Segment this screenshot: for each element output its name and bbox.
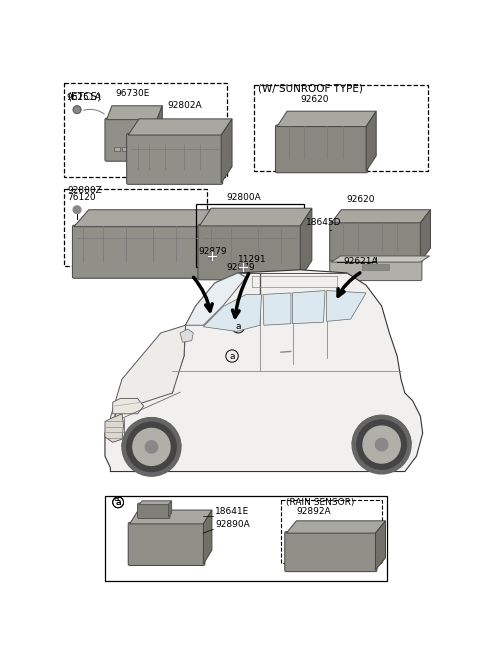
Circle shape	[239, 263, 247, 271]
Text: (RAIN SENSOR): (RAIN SENSOR)	[286, 497, 355, 507]
Text: 96730E: 96730E	[116, 89, 150, 98]
Bar	[130, 147, 136, 151]
Text: 92620: 92620	[347, 195, 375, 204]
Text: 92879: 92879	[227, 263, 255, 272]
Bar	[122, 147, 128, 151]
Polygon shape	[331, 210, 431, 223]
Text: 96251A: 96251A	[66, 93, 101, 102]
Polygon shape	[375, 521, 385, 570]
Polygon shape	[130, 510, 212, 524]
Text: 11291: 11291	[238, 255, 267, 264]
Circle shape	[73, 206, 81, 214]
Polygon shape	[286, 521, 385, 533]
Bar	[105, 496, 387, 581]
Text: 92892A: 92892A	[296, 507, 331, 516]
Polygon shape	[139, 501, 172, 505]
Circle shape	[127, 422, 176, 472]
Text: 92802A: 92802A	[167, 101, 202, 110]
Polygon shape	[366, 111, 376, 171]
Polygon shape	[221, 119, 232, 183]
Polygon shape	[200, 208, 312, 226]
Text: a: a	[115, 498, 121, 507]
Bar	[196, 204, 304, 267]
Polygon shape	[157, 106, 162, 160]
Text: (ETCS): (ETCS)	[67, 91, 101, 101]
FancyBboxPatch shape	[127, 133, 223, 185]
Circle shape	[133, 428, 170, 465]
Polygon shape	[168, 501, 172, 517]
Bar	[362, 263, 389, 270]
FancyBboxPatch shape	[198, 225, 302, 280]
Polygon shape	[186, 273, 246, 325]
Text: a: a	[229, 351, 235, 361]
Text: 92620: 92620	[300, 95, 329, 104]
FancyBboxPatch shape	[285, 532, 377, 572]
Circle shape	[208, 252, 216, 260]
Polygon shape	[263, 293, 291, 325]
Polygon shape	[110, 325, 186, 437]
Polygon shape	[180, 329, 193, 342]
FancyBboxPatch shape	[330, 221, 422, 263]
Polygon shape	[300, 208, 312, 279]
Circle shape	[375, 438, 388, 451]
Text: 18645D: 18645D	[306, 218, 342, 227]
Text: a: a	[236, 323, 241, 331]
FancyBboxPatch shape	[128, 522, 205, 566]
Bar	[114, 147, 120, 151]
Text: 92621A: 92621A	[343, 257, 377, 265]
Polygon shape	[105, 270, 423, 472]
Circle shape	[145, 441, 157, 453]
Polygon shape	[113, 398, 144, 414]
FancyBboxPatch shape	[105, 118, 158, 161]
Circle shape	[73, 106, 81, 114]
Text: a: a	[115, 498, 121, 507]
Polygon shape	[331, 256, 430, 262]
Polygon shape	[277, 111, 376, 127]
Polygon shape	[204, 510, 212, 564]
Polygon shape	[105, 414, 123, 442]
Text: a: a	[113, 494, 119, 503]
FancyBboxPatch shape	[72, 225, 204, 279]
Text: 92800Z: 92800Z	[67, 186, 102, 194]
Polygon shape	[202, 210, 216, 277]
Polygon shape	[292, 290, 325, 324]
Circle shape	[363, 426, 400, 463]
Text: (W/ SUNROOF TYPE): (W/ SUNROOF TYPE)	[258, 83, 362, 93]
Text: 92890A: 92890A	[215, 520, 250, 529]
Text: 92800A: 92800A	[227, 194, 262, 202]
Polygon shape	[74, 210, 216, 227]
Circle shape	[122, 418, 181, 476]
Polygon shape	[420, 210, 431, 261]
Polygon shape	[326, 290, 366, 321]
Text: 92879: 92879	[198, 248, 227, 256]
Circle shape	[352, 415, 411, 474]
FancyBboxPatch shape	[276, 125, 368, 173]
Polygon shape	[128, 119, 232, 135]
Text: 18641E: 18641E	[215, 507, 249, 516]
Circle shape	[357, 420, 407, 469]
FancyBboxPatch shape	[330, 261, 422, 281]
Text: 76120: 76120	[67, 194, 96, 202]
Polygon shape	[107, 106, 162, 120]
FancyBboxPatch shape	[137, 503, 170, 518]
Polygon shape	[204, 294, 262, 331]
